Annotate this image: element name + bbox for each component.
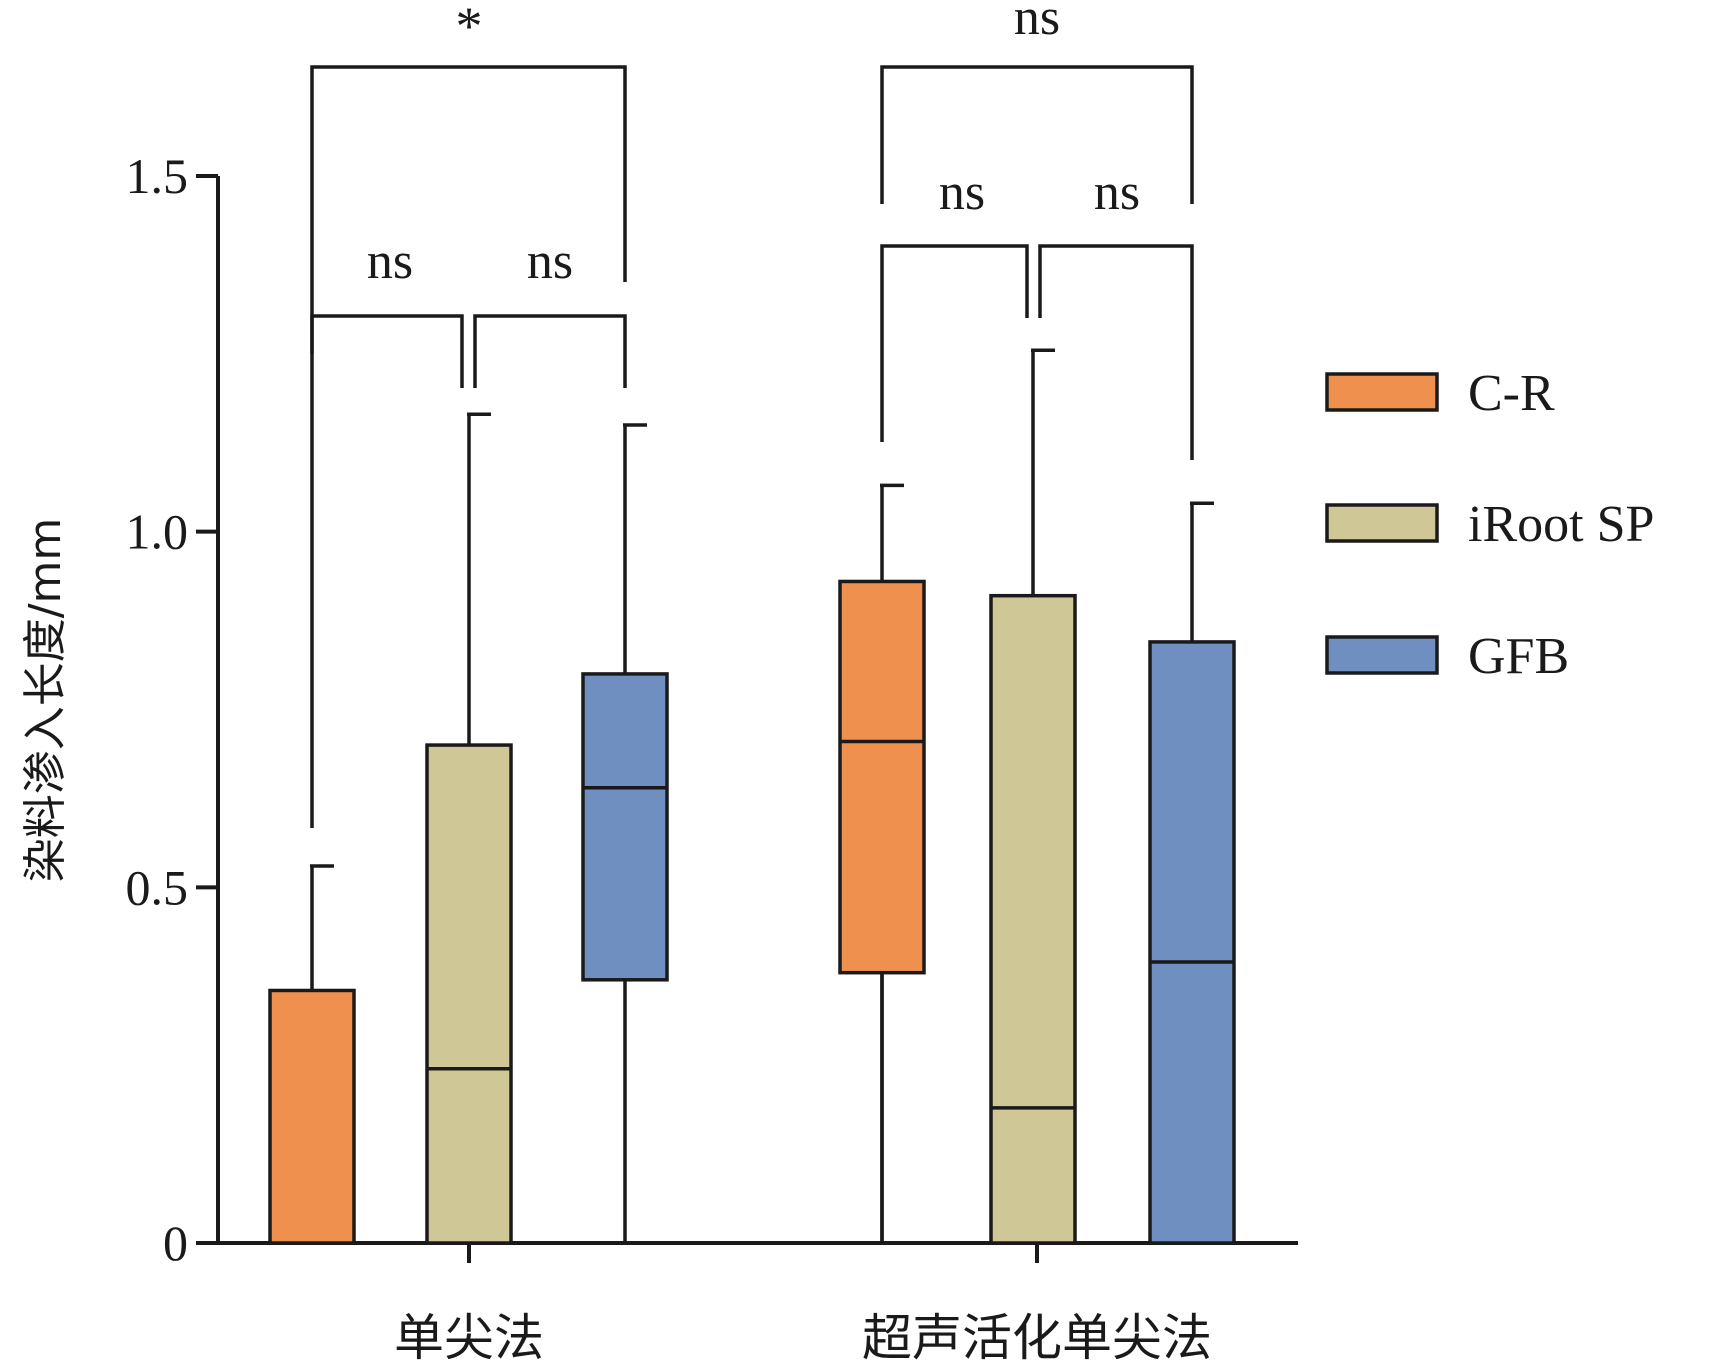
- bracket-line: [310, 65, 627, 828]
- box-series: [268, 348, 1236, 1245]
- bracket-line: [473, 314, 627, 388]
- significance-brackets: ns ns * ns ns ns: [310, 0, 1194, 828]
- significance-label: *: [456, 0, 483, 56]
- box-c-r-1: [838, 483, 926, 1243]
- legend-item: GFB: [1325, 628, 1569, 685]
- box-iroot-sp-0: [425, 412, 513, 1245]
- x-axis: 单尖法 超声活化单尖法: [216, 1241, 1298, 1367]
- y-tick-label: 1.5: [126, 148, 189, 204]
- significance-bracket: ns: [1038, 164, 1194, 460]
- y-axis: 0 0.5 1.0 1.5: [126, 148, 220, 1271]
- box-gfb-0: [581, 423, 669, 1243]
- x-tick-label: 超声活化单尖法: [862, 1309, 1212, 1367]
- y-tick-label: 1.0: [126, 504, 189, 560]
- box: [838, 579, 926, 975]
- significance-label: ns: [1094, 164, 1140, 221]
- box-gfb-1: [1148, 501, 1236, 1245]
- box: [268, 988, 356, 1245]
- bracket-line: [1038, 244, 1194, 460]
- box: [1148, 640, 1236, 1245]
- significance-label: ns: [1014, 0, 1060, 46]
- legend-label: GFB: [1468, 628, 1569, 685]
- box-iroot-sp-1: [989, 348, 1077, 1245]
- legend-item: iRoot SP: [1325, 496, 1654, 553]
- y-axis-label: 染料渗入长度/mm: [20, 518, 71, 883]
- significance-bracket: *: [310, 0, 627, 828]
- x-tick-label: 单尖法: [394, 1309, 544, 1367]
- box: [425, 743, 513, 1245]
- legend-item: C-R: [1325, 365, 1555, 422]
- significance-label: ns: [939, 164, 985, 221]
- legend-label: C-R: [1468, 365, 1555, 422]
- legend-label: iRoot SP: [1468, 496, 1654, 553]
- bracket-line: [880, 244, 1029, 442]
- bracket-line: [880, 65, 1194, 204]
- box: [581, 672, 669, 982]
- legend-swatch: [1325, 372, 1439, 412]
- significance-bracket: ns: [880, 164, 1029, 442]
- y-tick-label: 0: [163, 1215, 188, 1271]
- legend-swatch: [1325, 503, 1439, 543]
- significance-bracket: ns: [880, 0, 1194, 204]
- legend: C-R iRoot SP GFB: [1325, 365, 1654, 685]
- legend-swatch: [1325, 635, 1439, 675]
- box-c-r-0: [268, 864, 356, 1245]
- box: [989, 593, 1077, 1245]
- significance-bracket: ns: [310, 233, 464, 388]
- y-tick-label: 0.5: [126, 859, 189, 915]
- bracket-line: [310, 314, 464, 388]
- significance-label: ns: [527, 233, 573, 290]
- significance-bracket: ns: [473, 233, 627, 388]
- significance-label: ns: [367, 233, 413, 290]
